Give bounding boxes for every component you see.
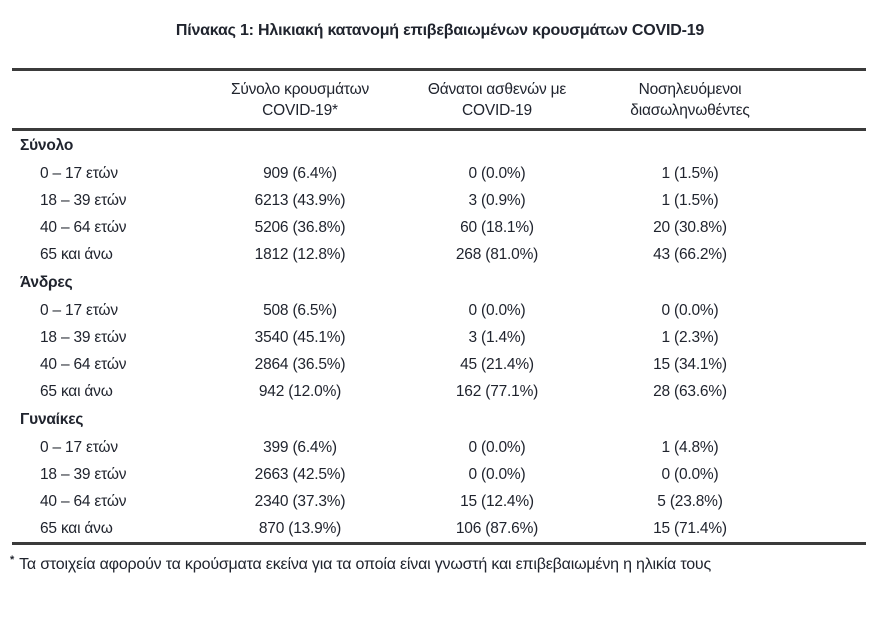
age-group-label: 0 – 17 ετών bbox=[40, 438, 118, 456]
intubated-value: 1 (1.5%) bbox=[661, 191, 719, 209]
deaths-value: 3 (1.4%) bbox=[468, 328, 526, 346]
section-label: Άνδρες bbox=[20, 273, 73, 291]
section-men: Άνδρες bbox=[12, 268, 866, 297]
header-row: Σύνολο κρουσμάτων COVID-19* Θάνατοι ασθε… bbox=[12, 71, 866, 131]
cases-value: 942 (12.0%) bbox=[258, 382, 342, 400]
column-header-intubated-line1: Νοσηλευόμενοι bbox=[638, 80, 742, 98]
cases-value: 1812 (12.8%) bbox=[254, 245, 346, 263]
spacer-cell bbox=[784, 378, 866, 405]
intubated-value: 0 (0.0%) bbox=[661, 301, 719, 319]
column-header-intubated-line2: διασωληνωθέντες bbox=[630, 101, 750, 119]
spacer-cell bbox=[784, 461, 866, 488]
intubated-value: 0 (0.0%) bbox=[661, 465, 719, 483]
age-group-label: 40 – 64 ετών bbox=[40, 218, 127, 236]
age-group-label: 18 – 39 ετών bbox=[40, 328, 127, 346]
section-total: Σύνολο bbox=[12, 130, 866, 161]
table-row: 40 – 64 ετών 5206 (36.8%) 60 (18.1%) 20 … bbox=[12, 214, 866, 241]
spacer-cell bbox=[784, 488, 866, 515]
cases-value: 2864 (36.5%) bbox=[254, 355, 346, 373]
age-group-label: 65 και άνω bbox=[40, 382, 113, 400]
intubated-value: 15 (34.1%) bbox=[653, 355, 727, 373]
intubated-value: 1 (2.3%) bbox=[661, 328, 719, 346]
age-group-label: 18 – 39 ετών bbox=[40, 191, 127, 209]
cases-value: 3540 (45.1%) bbox=[254, 328, 346, 346]
section-label: Σύνολο bbox=[20, 136, 74, 154]
bottom-rule bbox=[12, 542, 866, 545]
spacer-cell bbox=[784, 515, 866, 542]
deaths-value: 15 (12.4%) bbox=[460, 492, 534, 510]
table-row: 0 – 17 ετών 909 (6.4%) 0 (0.0%) 1 (1.5%) bbox=[12, 160, 866, 187]
age-group-label: 40 – 64 ετών bbox=[40, 492, 127, 510]
cases-value: 399 (6.4%) bbox=[263, 438, 337, 456]
age-group-label: 65 και άνω bbox=[40, 245, 113, 263]
age-group-label: 0 – 17 ετών bbox=[40, 164, 118, 182]
spacer-cell bbox=[784, 160, 866, 187]
intubated-value: 28 (63.6%) bbox=[653, 382, 727, 400]
table-row: 0 – 17 ετών 508 (6.5%) 0 (0.0%) 0 (0.0%) bbox=[12, 297, 866, 324]
deaths-value: 0 (0.0%) bbox=[468, 438, 526, 456]
section-label: Γυναίκες bbox=[20, 410, 84, 428]
age-group-label: 40 – 64 ετών bbox=[40, 355, 127, 373]
deaths-value: 106 (87.6%) bbox=[455, 519, 539, 537]
header-empty-cell bbox=[12, 71, 202, 131]
table-row: 40 – 64 ετών 2340 (37.3%) 15 (12.4%) 5 (… bbox=[12, 488, 866, 515]
spacer-cell bbox=[784, 324, 866, 351]
column-header-deaths: Θάνατοι ασθενών με COVID-19 bbox=[398, 71, 596, 131]
deaths-value: 60 (18.1%) bbox=[460, 218, 534, 236]
table-title: Πίνακας 1: Ηλικιακή κατανομή επιβεβαιωμέ… bbox=[175, 22, 705, 39]
intubated-value: 5 (23.8%) bbox=[657, 492, 723, 510]
deaths-value: 0 (0.0%) bbox=[468, 465, 526, 483]
deaths-value: 268 (81.0%) bbox=[455, 245, 539, 263]
cases-value: 2663 (42.5%) bbox=[254, 465, 346, 483]
table-row: 18 – 39 ετών 2663 (42.5%) 0 (0.0%) 0 (0.… bbox=[12, 461, 866, 488]
table-row: 18 – 39 ετών 3540 (45.1%) 3 (1.4%) 1 (2.… bbox=[12, 324, 866, 351]
top-rule bbox=[12, 68, 866, 71]
spacer-cell bbox=[784, 351, 866, 378]
deaths-value: 0 (0.0%) bbox=[468, 301, 526, 319]
column-header-cases-line1: Σύνολο κρουσμάτων bbox=[230, 80, 370, 98]
cases-value: 6213 (43.9%) bbox=[254, 191, 346, 209]
table-row: 65 και άνω 870 (13.9%) 106 (87.6%) 15 (7… bbox=[12, 515, 866, 542]
footnote-marker: * bbox=[10, 554, 15, 566]
intubated-value: 1 (1.5%) bbox=[661, 164, 719, 182]
cases-value: 508 (6.5%) bbox=[263, 301, 337, 319]
header-spacer-cell bbox=[784, 71, 866, 131]
column-header-cases: Σύνολο κρουσμάτων COVID-19* bbox=[202, 71, 398, 131]
deaths-value: 0 (0.0%) bbox=[468, 164, 526, 182]
intubated-value: 1 (4.8%) bbox=[661, 438, 719, 456]
cases-value: 5206 (36.8%) bbox=[254, 218, 346, 236]
deaths-value: 45 (21.4%) bbox=[460, 355, 534, 373]
spacer-cell bbox=[784, 214, 866, 241]
cases-value: 2340 (37.3%) bbox=[254, 492, 346, 510]
column-header-deaths-line1: Θάνατοι ασθενών με bbox=[427, 80, 567, 98]
spacer-cell bbox=[784, 187, 866, 214]
age-group-label: 18 – 39 ετών bbox=[40, 465, 127, 483]
table-row: 65 και άνω 1812 (12.8%) 268 (81.0%) 43 (… bbox=[12, 241, 866, 268]
intubated-value: 43 (66.2%) bbox=[653, 245, 727, 263]
cases-value: 870 (13.9%) bbox=[258, 519, 342, 537]
column-header-intubated: Νοσηλευόμενοι διασωληνωθέντες bbox=[596, 71, 784, 131]
table-row: 0 – 17 ετών 399 (6.4%) 0 (0.0%) 1 (4.8%) bbox=[12, 434, 866, 461]
column-header-cases-line2: COVID-19* bbox=[262, 101, 338, 119]
footnote: * Τα στοιχεία αφορούν τα κρούσματα εκείνα… bbox=[0, 549, 880, 576]
table-row: 40 – 64 ετών 2864 (36.5%) 45 (21.4%) 15 … bbox=[12, 351, 866, 378]
intubated-value: 20 (30.8%) bbox=[653, 218, 727, 236]
column-header-deaths-line2: COVID-19 bbox=[462, 101, 532, 119]
covid-age-distribution-table: Σύνολο κρουσμάτων COVID-19* Θάνατοι ασθε… bbox=[12, 71, 866, 542]
spacer-cell bbox=[784, 241, 866, 268]
age-group-label: 65 και άνω bbox=[40, 519, 113, 537]
section-women: Γυναίκες bbox=[12, 405, 866, 434]
spacer-cell bbox=[784, 297, 866, 324]
intubated-value: 15 (71.4%) bbox=[653, 519, 727, 537]
table-row: 18 – 39 ετών 6213 (43.9%) 3 (0.9%) 1 (1.… bbox=[12, 187, 866, 214]
age-group-label: 0 – 17 ετών bbox=[40, 301, 118, 319]
deaths-value: 3 (0.9%) bbox=[468, 191, 526, 209]
deaths-value: 162 (77.1%) bbox=[455, 382, 539, 400]
table-row: 65 και άνω 942 (12.0%) 162 (77.1%) 28 (6… bbox=[12, 378, 866, 405]
footnote-text: Τα στοιχεία αφορούν τα κρούσματα εκείνα … bbox=[19, 556, 711, 574]
cases-value: 909 (6.4%) bbox=[263, 164, 337, 182]
spacer-cell bbox=[784, 434, 866, 461]
